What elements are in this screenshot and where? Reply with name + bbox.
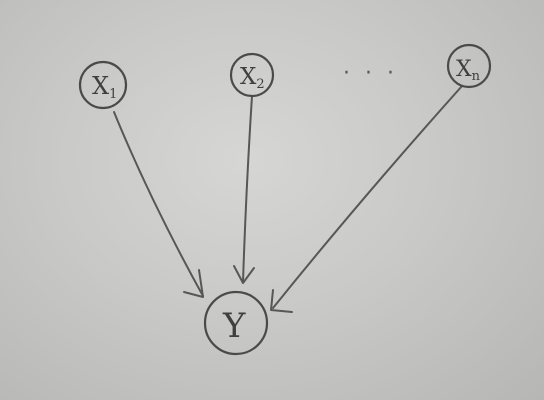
node-x1-label: X1 <box>92 72 117 102</box>
node-y-label: Y <box>222 306 246 346</box>
edge-x2-to-y <box>242 95 253 283</box>
node-x1-letter: X <box>92 72 109 100</box>
node-x2-letter: X <box>240 64 257 90</box>
node-xn-letter: X <box>456 57 472 82</box>
arrowhead-x2-y <box>233 265 255 284</box>
node-x1-subscript: 1 <box>109 87 117 102</box>
node-x2-circle <box>229 52 275 98</box>
arrowhead-x1-y <box>183 269 204 298</box>
node-x2: X2 <box>229 52 275 98</box>
node-x2-label: X2 <box>240 64 265 92</box>
node-y-circle <box>203 290 269 356</box>
node-xn-label: Xn <box>456 57 481 84</box>
ellipsis: · · · <box>343 61 398 86</box>
node-y-letter: Y <box>222 306 246 346</box>
node-x1: X1 <box>78 60 128 110</box>
node-y: Y <box>203 290 269 356</box>
node-x2-subscript: 2 <box>256 77 264 92</box>
node-xn-subscript: n <box>472 69 481 84</box>
node-x1-circle <box>78 60 128 110</box>
edge-xn-to-y <box>272 85 463 309</box>
node-xn-circle <box>446 43 492 89</box>
edge-x1-to-y <box>113 111 204 297</box>
arrowhead-xn-y <box>270 289 293 313</box>
node-xn: Xn <box>446 43 492 89</box>
